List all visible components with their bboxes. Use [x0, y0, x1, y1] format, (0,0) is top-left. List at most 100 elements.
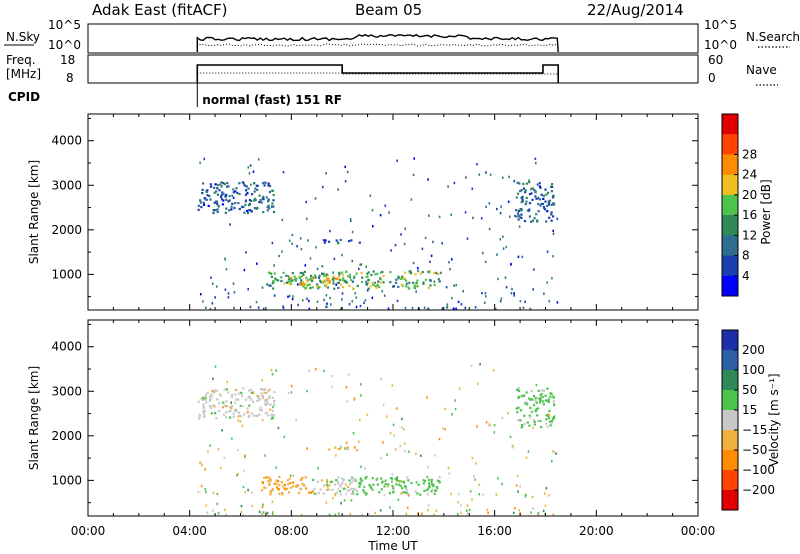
- scatter-cell: [371, 477, 374, 480]
- scatter-cell: [267, 271, 271, 274]
- scatter-cell: [413, 286, 416, 289]
- scatter-cell: [327, 281, 330, 284]
- scatter-cell: [324, 239, 327, 242]
- scatter-cell: [226, 185, 229, 188]
- noise-cell: [493, 431, 496, 434]
- noise-cell: [397, 498, 400, 501]
- noise-cell: [394, 244, 397, 247]
- scatter-cell: [520, 189, 523, 192]
- scatter-cell: [269, 491, 272, 494]
- scatter-cell: [542, 206, 546, 209]
- scatter-cell: [351, 280, 354, 283]
- scatter-cell: [213, 186, 216, 189]
- noise-cell: [383, 494, 386, 497]
- noise-cell: [322, 185, 324, 189]
- scatter-cell: [375, 478, 378, 481]
- scatter-cell: [540, 389, 544, 392]
- scatter-cell: [234, 401, 237, 404]
- noise-cell: [331, 385, 333, 389]
- scatter-cell: [402, 276, 405, 280]
- noise-cell: [451, 258, 453, 261]
- scatter-cell: [536, 419, 540, 422]
- scatter-cell: [286, 479, 289, 482]
- colorbar-swatch: [722, 330, 738, 351]
- scatter-cell: [200, 206, 203, 209]
- scatter-cell: [302, 285, 305, 288]
- cpid-label: CPID: [8, 90, 40, 104]
- scatter-cell: [404, 486, 407, 489]
- scatter-cell: [247, 389, 251, 392]
- scatter-cell: [542, 194, 545, 197]
- noise-cell: [281, 250, 283, 253]
- scatter-cell: [409, 272, 412, 275]
- scatter-cell: [198, 414, 201, 417]
- scatter-cell: [325, 277, 328, 280]
- scatter-cell: [215, 417, 218, 420]
- scatter-cell: [267, 480, 270, 483]
- colorbar-tick-label: 24: [742, 168, 757, 182]
- scatter-cell: [346, 446, 350, 449]
- scatter-cell: [371, 488, 374, 491]
- scatter-cell: [213, 201, 216, 204]
- scatter-cell: [219, 183, 222, 186]
- scatter-cell: [350, 481, 353, 484]
- noise-cell: [551, 450, 554, 453]
- scatter-cell: [341, 274, 344, 277]
- noise-cell: [308, 369, 310, 373]
- scatter-cell: [216, 208, 219, 211]
- scatter-cell: [426, 489, 429, 492]
- noise-cell: [488, 423, 490, 426]
- noise-cell: [383, 294, 386, 297]
- noise-cell: [272, 405, 274, 409]
- scatter-cell: [382, 281, 385, 284]
- noise-cell: [534, 157, 537, 160]
- scatter-cell: [275, 479, 278, 482]
- scatter-cell: [549, 199, 552, 202]
- scatter-cell: [216, 210, 219, 214]
- scatter-cell: [552, 417, 555, 420]
- scatter-cell: [322, 274, 326, 277]
- scatter-cell: [542, 389, 546, 392]
- noise-cell: [287, 391, 290, 395]
- noise-cell: [291, 297, 294, 301]
- noise-cell: [232, 282, 235, 285]
- scatter-cell: [525, 401, 528, 404]
- noise-cell: [500, 205, 502, 208]
- noise-cell: [464, 211, 467, 214]
- scatter-cell: [223, 404, 226, 407]
- colorbar-tick-label: 12: [742, 228, 757, 242]
- noise-cell: [487, 511, 489, 514]
- scatter-cell: [211, 389, 214, 392]
- scatter-cell: [544, 188, 547, 191]
- noise-cell: [352, 432, 355, 435]
- scatter-cell: [531, 219, 534, 222]
- scatter-cell: [348, 479, 351, 482]
- noise-cell: [317, 467, 319, 470]
- noise-cell: [217, 447, 220, 451]
- noise-cell: [240, 504, 243, 508]
- noise-cell: [346, 400, 348, 403]
- scatter-cell: [320, 479, 323, 482]
- scatter-cell: [272, 205, 275, 208]
- noise-cell: [457, 493, 460, 496]
- noise-cell: [518, 225, 521, 228]
- scatter-cell: [545, 414, 548, 417]
- scatter-cell: [526, 209, 529, 212]
- scatter-cell: [313, 487, 316, 490]
- scatter-cell: [408, 287, 411, 290]
- scatter-cell: [546, 204, 549, 207]
- scatter-cell: [534, 399, 537, 402]
- noise-cell: [353, 276, 355, 280]
- scatter-cell: [316, 480, 319, 483]
- colorbar-tick-label: 15: [742, 403, 757, 417]
- noise-cell: [226, 380, 229, 384]
- scatter-cell: [539, 186, 542, 190]
- scatter-cell: [437, 272, 440, 276]
- scatter-cell: [348, 240, 351, 243]
- scatter-cell: [530, 188, 533, 191]
- scatter-cell: [345, 281, 348, 284]
- y-tick-label: 3000: [51, 178, 82, 192]
- noise-cell: [404, 306, 407, 310]
- scatter-cell: [301, 272, 305, 275]
- noise-cell: [220, 467, 222, 470]
